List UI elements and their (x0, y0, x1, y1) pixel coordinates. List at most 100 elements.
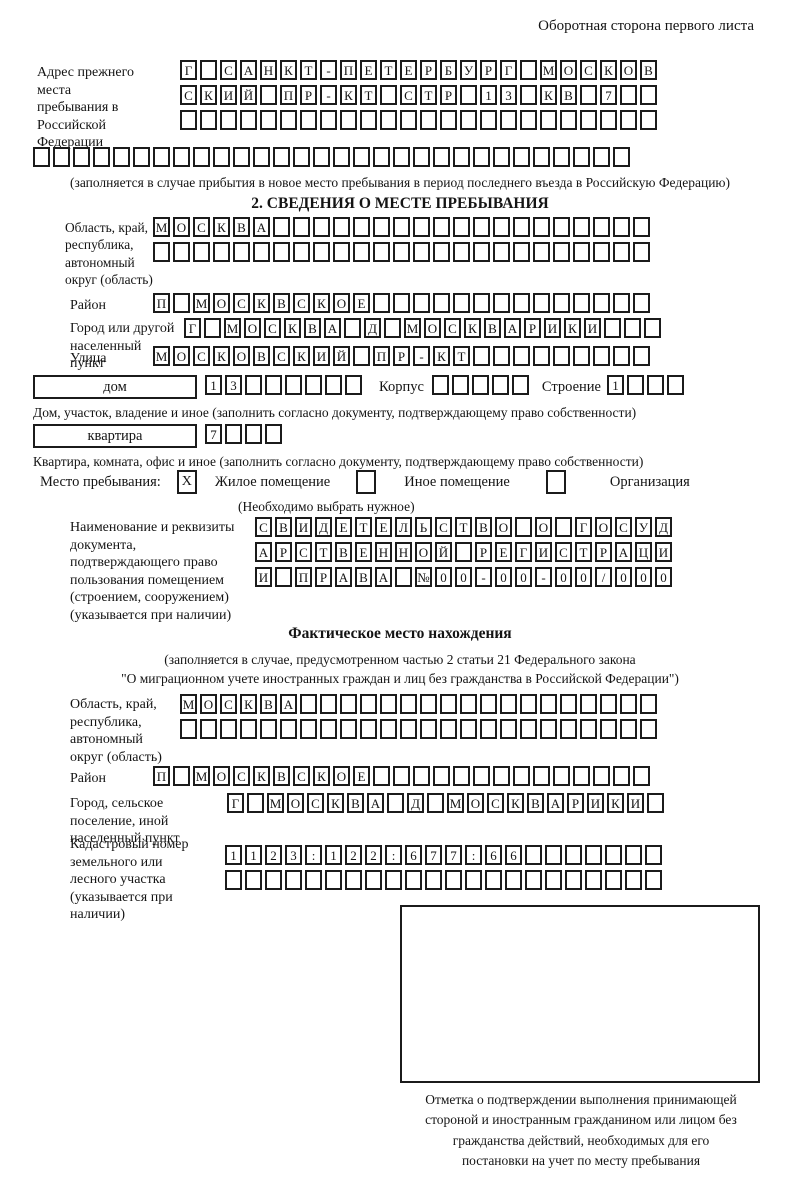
char-box[interactable]: С (255, 517, 272, 537)
char-box[interactable]: С (220, 60, 237, 80)
char-box[interactable] (420, 110, 437, 130)
char-box[interactable] (580, 719, 597, 739)
stay-checkbox-organization[interactable] (545, 470, 566, 494)
char-box[interactable] (300, 110, 317, 130)
char-box[interactable] (445, 870, 462, 890)
char-box[interactable]: И (544, 318, 561, 338)
char-box[interactable]: - (535, 567, 552, 587)
char-box[interactable] (666, 375, 684, 395)
char-box[interactable]: 7 (205, 424, 222, 444)
char-box[interactable] (451, 375, 469, 395)
char-box[interactable] (645, 870, 662, 890)
char-box[interactable]: О (213, 766, 230, 786)
char-box[interactable]: Р (315, 567, 332, 587)
char-box[interactable]: К (464, 318, 481, 338)
char-box[interactable]: У (635, 517, 652, 537)
char-box[interactable] (605, 870, 622, 890)
char-box[interactable]: Т (420, 85, 437, 105)
char-box[interactable]: Т (360, 85, 377, 105)
char-box[interactable] (393, 766, 410, 786)
char-box[interactable] (173, 293, 190, 313)
char-box[interactable]: И (584, 318, 601, 338)
char-box[interactable]: 1 (606, 375, 624, 395)
char-box[interactable] (220, 110, 237, 130)
char-box[interactable]: 6 (485, 845, 502, 865)
char-box[interactable] (580, 85, 597, 105)
char-box[interactable]: 0 (435, 567, 452, 587)
char-box[interactable] (233, 147, 250, 167)
char-box[interactable] (173, 766, 190, 786)
char-box[interactable] (600, 719, 617, 739)
char-box[interactable] (545, 870, 562, 890)
char-box[interactable]: О (213, 293, 230, 313)
char-box[interactable]: К (313, 766, 330, 786)
char-box[interactable] (293, 242, 310, 262)
char-box[interactable] (473, 346, 490, 366)
char-box[interactable]: 7 (425, 845, 442, 865)
char-box[interactable]: С (233, 766, 250, 786)
char-box[interactable]: В (260, 694, 277, 714)
char-box[interactable] (333, 242, 350, 262)
char-box[interactable] (400, 719, 417, 739)
char-box[interactable] (427, 793, 444, 813)
char-box[interactable] (473, 147, 490, 167)
char-box[interactable] (493, 293, 510, 313)
char-box[interactable]: И (535, 542, 552, 562)
char-box[interactable] (645, 845, 662, 865)
char-box[interactable]: 3 (225, 375, 242, 395)
char-box[interactable] (373, 217, 390, 237)
char-box[interactable] (453, 293, 470, 313)
char-box[interactable] (247, 793, 264, 813)
char-box[interactable] (460, 694, 477, 714)
char-box[interactable]: Р (524, 318, 541, 338)
char-box[interactable]: Г (575, 517, 592, 537)
char-box[interactable]: С (293, 293, 310, 313)
char-box[interactable]: Г (184, 318, 201, 338)
char-box[interactable] (553, 293, 570, 313)
stay-checkbox-other[interactable] (356, 470, 377, 494)
char-box[interactable] (384, 318, 401, 338)
char-box[interactable]: : (305, 845, 322, 865)
char-box[interactable] (520, 85, 537, 105)
char-box[interactable] (344, 318, 361, 338)
char-box[interactable] (333, 147, 350, 167)
char-box[interactable] (345, 870, 362, 890)
char-box[interactable] (200, 110, 217, 130)
char-box[interactable] (380, 719, 397, 739)
char-box[interactable]: В (560, 85, 577, 105)
char-box[interactable]: О (244, 318, 261, 338)
char-box[interactable]: / (595, 567, 612, 587)
char-box[interactable]: М (540, 60, 557, 80)
char-box[interactable]: Р (440, 85, 457, 105)
char-box[interactable] (540, 719, 557, 739)
char-box[interactable]: В (233, 217, 250, 237)
char-box[interactable] (593, 293, 610, 313)
char-box[interactable]: Р (420, 60, 437, 80)
char-box[interactable]: - (320, 60, 337, 80)
char-box[interactable]: - (475, 567, 492, 587)
char-box[interactable] (525, 845, 542, 865)
char-box[interactable] (387, 793, 404, 813)
char-box[interactable]: О (424, 318, 441, 338)
char-box[interactable] (613, 242, 630, 262)
char-box[interactable] (593, 346, 610, 366)
char-box[interactable] (373, 766, 390, 786)
char-box[interactable] (433, 217, 450, 237)
char-box[interactable] (620, 719, 637, 739)
char-box[interactable] (605, 845, 622, 865)
char-box[interactable]: Р (480, 60, 497, 80)
char-box[interactable] (265, 424, 282, 444)
char-box[interactable] (440, 694, 457, 714)
char-box[interactable]: С (487, 793, 504, 813)
char-box[interactable] (520, 110, 537, 130)
char-box[interactable] (413, 242, 430, 262)
char-box[interactable] (640, 719, 657, 739)
char-box[interactable] (473, 293, 490, 313)
char-box[interactable] (640, 85, 657, 105)
char-box[interactable] (193, 242, 210, 262)
char-box[interactable]: А (280, 694, 297, 714)
char-box[interactable] (245, 375, 262, 395)
char-box[interactable] (433, 293, 450, 313)
char-box[interactable]: А (547, 793, 564, 813)
char-box[interactable]: Б (440, 60, 457, 80)
